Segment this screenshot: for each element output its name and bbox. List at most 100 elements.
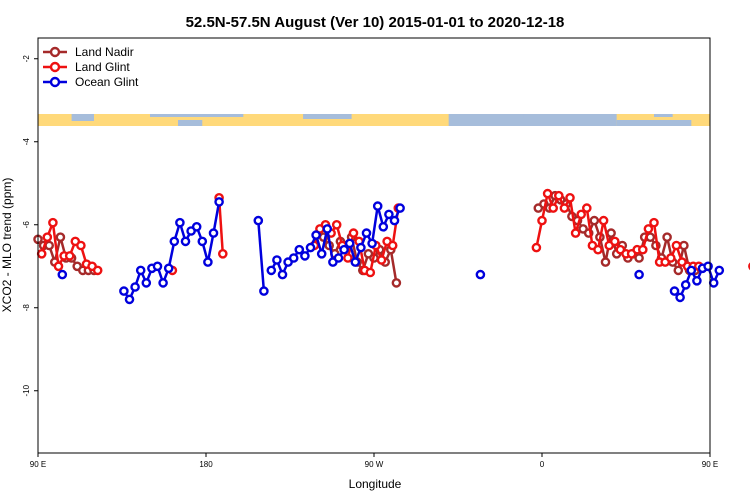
- data-point: [582, 203, 592, 213]
- data-point: [294, 244, 305, 255]
- data-point: [119, 286, 129, 296]
- data-point: [343, 253, 353, 263]
- data-point: [197, 236, 208, 247]
- data-point: [537, 215, 547, 226]
- data-point: [272, 255, 282, 265]
- data-point: [387, 240, 398, 251]
- data-point: [55, 232, 66, 242]
- data-point: [163, 263, 174, 274]
- data-point: [542, 188, 553, 199]
- strip-ocean: [178, 120, 203, 126]
- data-point: [169, 236, 180, 247]
- land-ocean-strip: [38, 114, 710, 126]
- data-point: [344, 238, 355, 249]
- data-point: [559, 203, 570, 213]
- data-point: [576, 209, 587, 220]
- data-point: [152, 261, 163, 272]
- data-point: [714, 265, 725, 276]
- data-point: [686, 265, 697, 276]
- data-point: [378, 221, 389, 232]
- data-point: [217, 248, 228, 259]
- data-point: [680, 280, 691, 290]
- data-point: [266, 265, 277, 276]
- legend-label: Land Glint: [75, 60, 130, 74]
- data-point: [214, 197, 224, 207]
- data-point: [671, 240, 682, 251]
- data-point: [673, 265, 684, 276]
- data-point: [606, 228, 616, 238]
- data-point: [384, 209, 394, 220]
- x-tick-label: 90 W: [365, 460, 384, 469]
- data-point: [675, 292, 685, 303]
- data-point: [692, 275, 702, 286]
- data-point: [141, 278, 152, 288]
- data-point: [548, 203, 559, 213]
- data-point: [679, 240, 689, 251]
- data-point: [64, 251, 75, 261]
- data-point: [649, 217, 659, 228]
- series-layer: [33, 188, 750, 305]
- data-point: [662, 232, 672, 242]
- data-point: [350, 257, 361, 267]
- data-point: [158, 278, 168, 288]
- data-point: [372, 201, 383, 211]
- data-point: [208, 228, 219, 238]
- data-point: [643, 224, 654, 234]
- series-line: [217, 197, 225, 254]
- y-axis-label: XCO2 - MLO trend (ppm): [0, 178, 14, 313]
- data-point: [389, 215, 400, 226]
- data-point: [669, 286, 680, 296]
- data-point: [191, 221, 202, 232]
- data-point: [391, 278, 402, 288]
- data-point: [322, 224, 333, 234]
- data-point: [339, 244, 349, 255]
- y-tick-label: -10: [22, 384, 31, 396]
- data-point: [570, 228, 581, 238]
- data-point: [593, 244, 603, 255]
- data-point: [92, 265, 103, 276]
- data-point: [610, 236, 620, 247]
- data-point: [203, 257, 213, 267]
- legend-marker: [49, 76, 61, 88]
- data-point: [395, 203, 405, 213]
- data-point: [36, 248, 47, 259]
- data-point: [634, 253, 644, 263]
- data-point: [48, 217, 58, 228]
- series-line: [257, 220, 266, 292]
- data-point: [130, 282, 140, 292]
- data-point: [356, 242, 366, 253]
- data-point: [53, 261, 64, 272]
- data-point: [708, 278, 719, 288]
- legend-label: Land Nadir: [75, 45, 134, 59]
- data-point: [638, 244, 648, 255]
- data-point: [600, 257, 611, 267]
- legend-label: Ocean Glint: [75, 75, 139, 89]
- data-point: [124, 294, 135, 305]
- data-point: [361, 228, 372, 238]
- data-point: [175, 217, 185, 228]
- data-point: [76, 240, 86, 251]
- data-point: [365, 267, 376, 278]
- data-point: [180, 236, 191, 247]
- data-point: [300, 251, 310, 261]
- legend-marker: [49, 46, 61, 58]
- y-axis: -2 -4 -6 -8 -10: [22, 55, 38, 397]
- data-point: [348, 228, 359, 238]
- y-tick-label: -6: [22, 221, 31, 229]
- y-tick-label: -2: [22, 55, 31, 63]
- data-point: [666, 253, 676, 263]
- x-tick-label: 90 E: [30, 460, 46, 469]
- data-point: [277, 269, 288, 280]
- data-point: [598, 215, 609, 226]
- chart-title: 52.5N-57.5N August (Ver 10) 2015-01-01 t…: [186, 14, 565, 31]
- data-point: [634, 269, 644, 280]
- y-tick-label: -4: [22, 138, 31, 146]
- x-tick-label: 0: [540, 460, 545, 469]
- data-point: [565, 192, 575, 203]
- data-point: [253, 215, 264, 226]
- series-ocean-glint: [57, 197, 725, 305]
- y-tick-label: -8: [22, 304, 31, 312]
- data-point: [44, 240, 55, 251]
